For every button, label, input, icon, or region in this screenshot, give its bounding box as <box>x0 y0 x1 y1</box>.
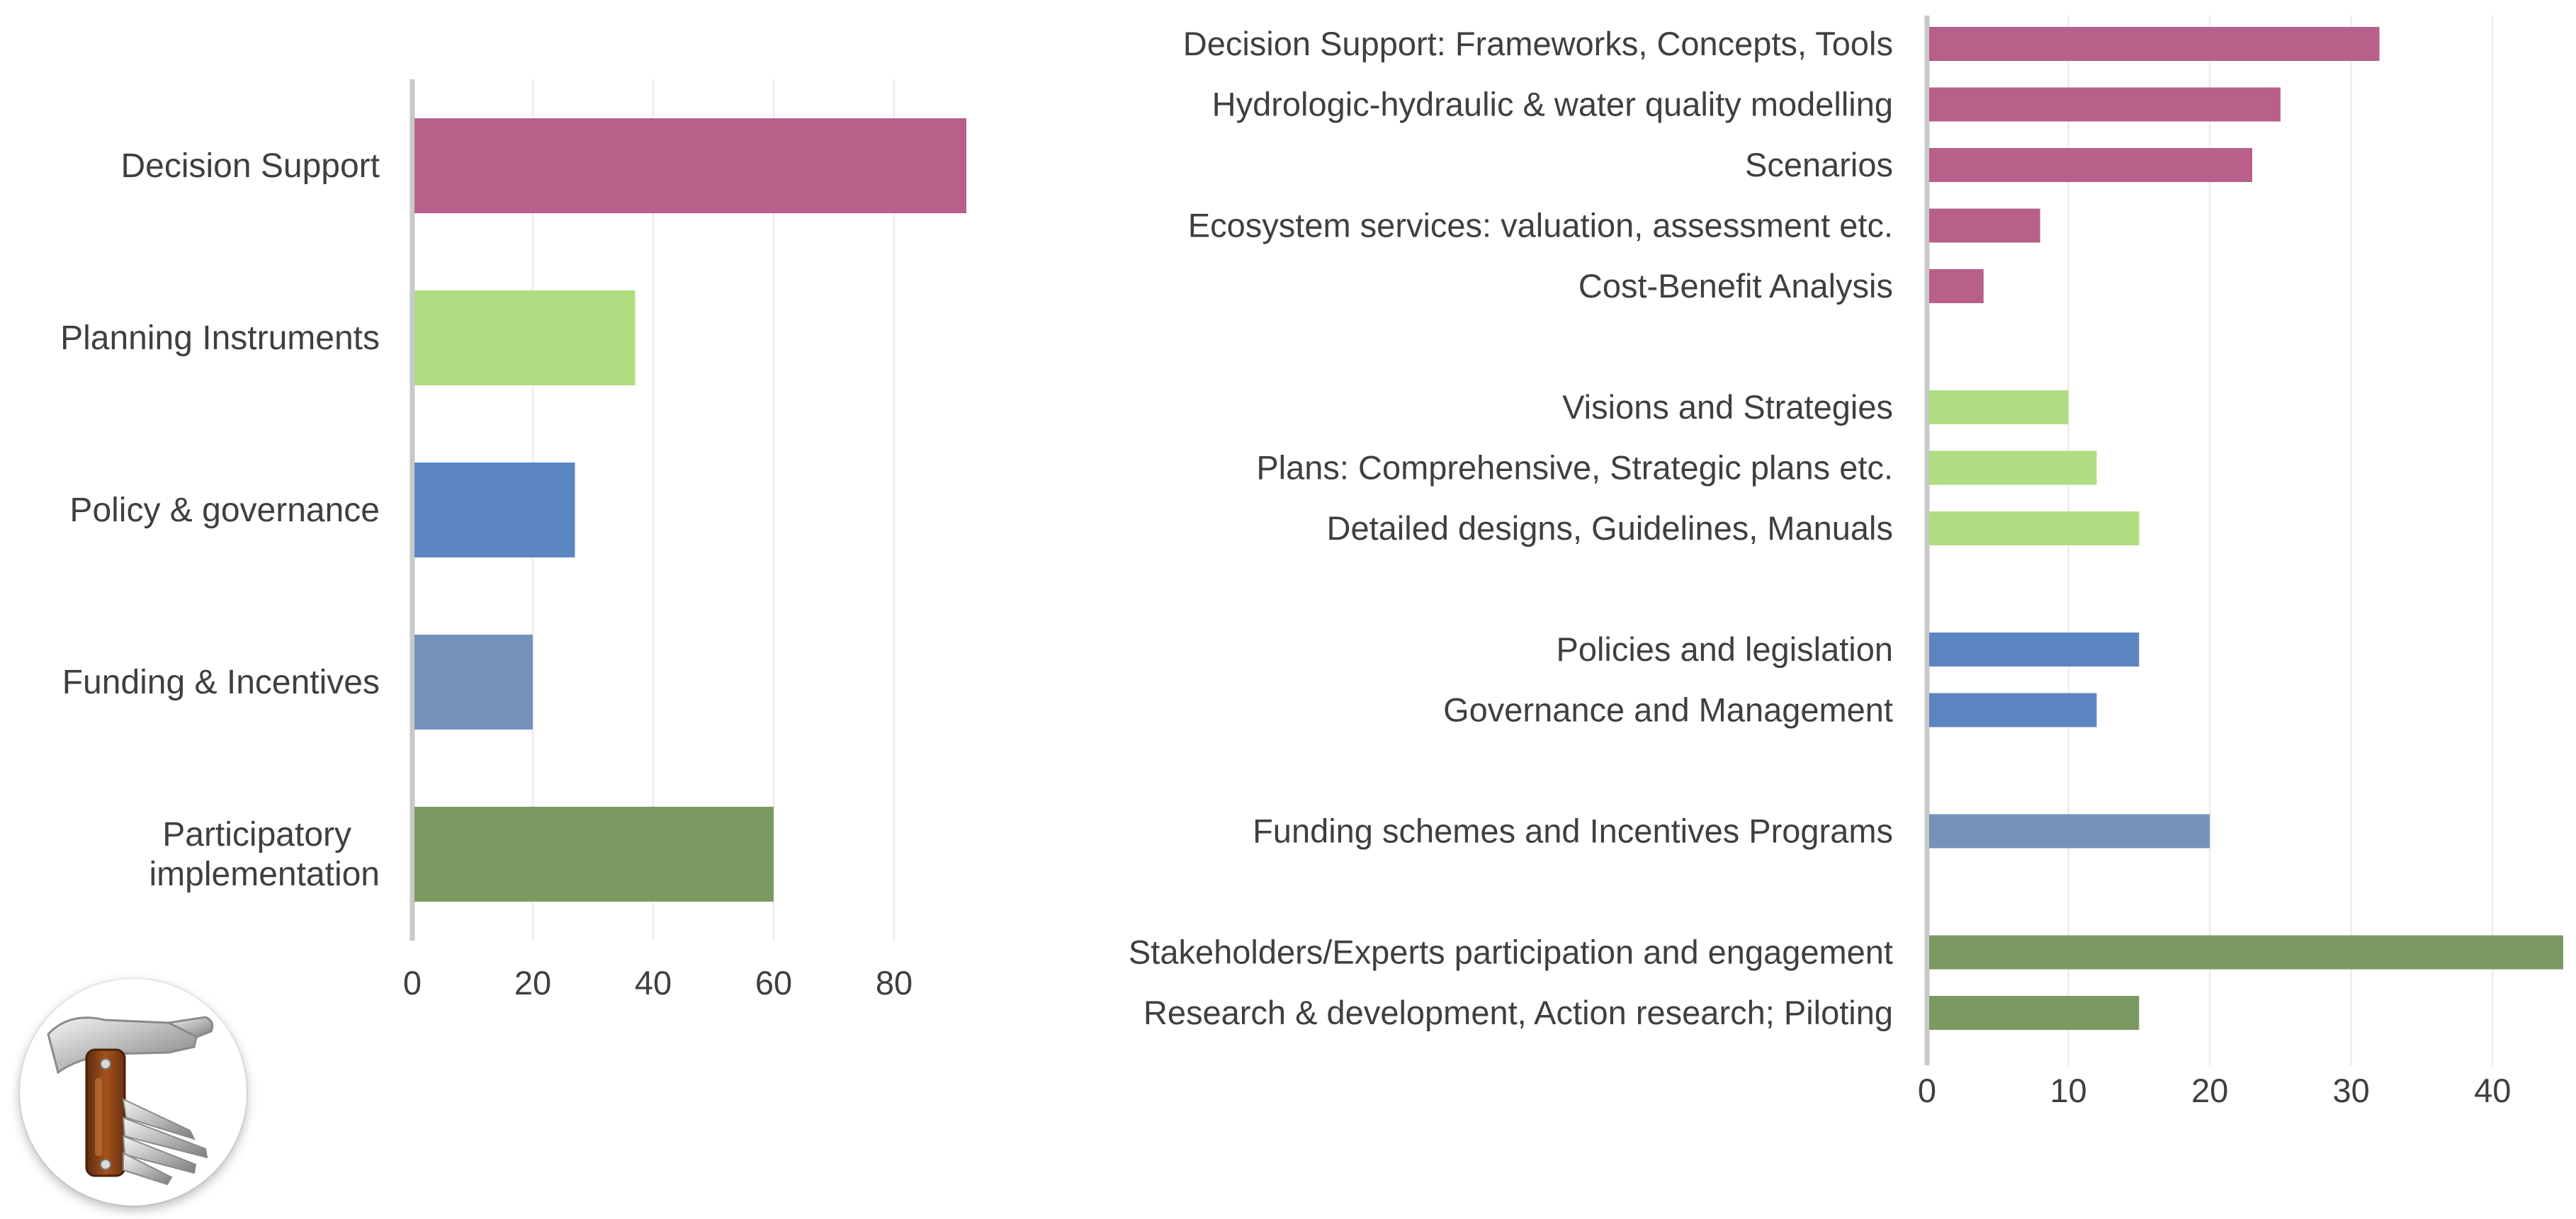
x-tick-label: 20 <box>514 964 551 1002</box>
category-label: Visions and Strategies <box>1562 388 1893 426</box>
category-label: Policy & governance <box>69 492 380 529</box>
bar-policy-governance <box>414 463 575 557</box>
bar-detailed-designs-guidelines-manuals <box>1929 511 2140 545</box>
category-label: Research & development, Action research;… <box>1143 994 1893 1031</box>
x-tick-label: 20 <box>2191 1072 2228 1109</box>
category-label: Funding schemes and Incentives Programs <box>1253 812 1893 850</box>
x-tick-label: 0 <box>403 964 422 1002</box>
x-tick-label: 80 <box>876 964 913 1002</box>
category-label: Funding & Incentives <box>62 664 380 701</box>
category-label: Stakeholders/Experts participation and e… <box>1129 934 1893 971</box>
bar-plans-comprehensive-strategic-plans-etc <box>1929 450 2097 485</box>
category-label: Cost-Benefit Analysis <box>1578 267 1893 305</box>
bar-funding-schemes-and-incentives-programs <box>1929 814 2210 849</box>
category-label: Scenarios <box>1745 146 1893 183</box>
bar-decision-support-frameworks-concepts-tools <box>1929 27 2380 61</box>
x-tick-label: 30 <box>2333 1072 2370 1109</box>
bar-research-development-action-research-piloting <box>1929 996 2140 1030</box>
bar-decision-support <box>414 118 966 213</box>
bar-governance-and-management <box>1929 693 2097 727</box>
bar-visions-and-strategies <box>1929 390 2069 424</box>
tool-badge <box>20 979 247 1206</box>
x-tick-label: 10 <box>2050 1072 2086 1109</box>
category-label: Participatory implementation <box>149 816 380 893</box>
category-label: Governance and Management <box>1443 691 1893 729</box>
bar-participatory-implementation <box>414 807 774 902</box>
bar-scenarios <box>1929 148 2252 182</box>
x-tick-label: 40 <box>635 964 672 1002</box>
category-label: Hydrologic-hydraulic & water quality mod… <box>1212 86 1893 123</box>
category-label: Ecosystem services: valuation, assessmen… <box>1188 207 1893 244</box>
bar-policies-and-legislation <box>1929 633 2140 667</box>
left-bar-chart: 0 20 40 60 80 Decision Support Planning Instru… <box>60 79 966 1002</box>
category-label: Policies and legislation <box>1556 630 1893 668</box>
bar-funding-incentives <box>414 635 533 730</box>
x-tick-label: 0 <box>1918 1072 1936 1109</box>
bar-planning-instruments <box>414 290 635 385</box>
category-label: Detailed designs, Guidelines, Manuals <box>1327 509 1893 547</box>
category-label: Planning Instruments <box>60 319 380 357</box>
category-label: Plans: Comprehensive, Strategic plans et… <box>1256 449 1893 487</box>
bar-hydrologic-hydraulic-water-quality-modelling <box>1929 87 2281 122</box>
right-bar-chart: 0 10 20 30 40 Decision Support: Frameworks, C… <box>1129 16 2563 1109</box>
multitool-hammer-icon <box>47 1016 214 1186</box>
category-label: Decision Support <box>120 147 380 185</box>
category-label: Decision Support: Frameworks, Concepts, … <box>1183 25 1893 62</box>
x-tick-label: 60 <box>755 964 792 1002</box>
bar-ecosystem-services-valuation-assessment-etc <box>1929 208 2040 243</box>
bar-stakeholders-experts-participation-and-engagement <box>1929 935 2563 970</box>
bar-cost-benefit-analysis <box>1929 269 1984 303</box>
x-tick-label: 40 <box>2474 1072 2511 1109</box>
